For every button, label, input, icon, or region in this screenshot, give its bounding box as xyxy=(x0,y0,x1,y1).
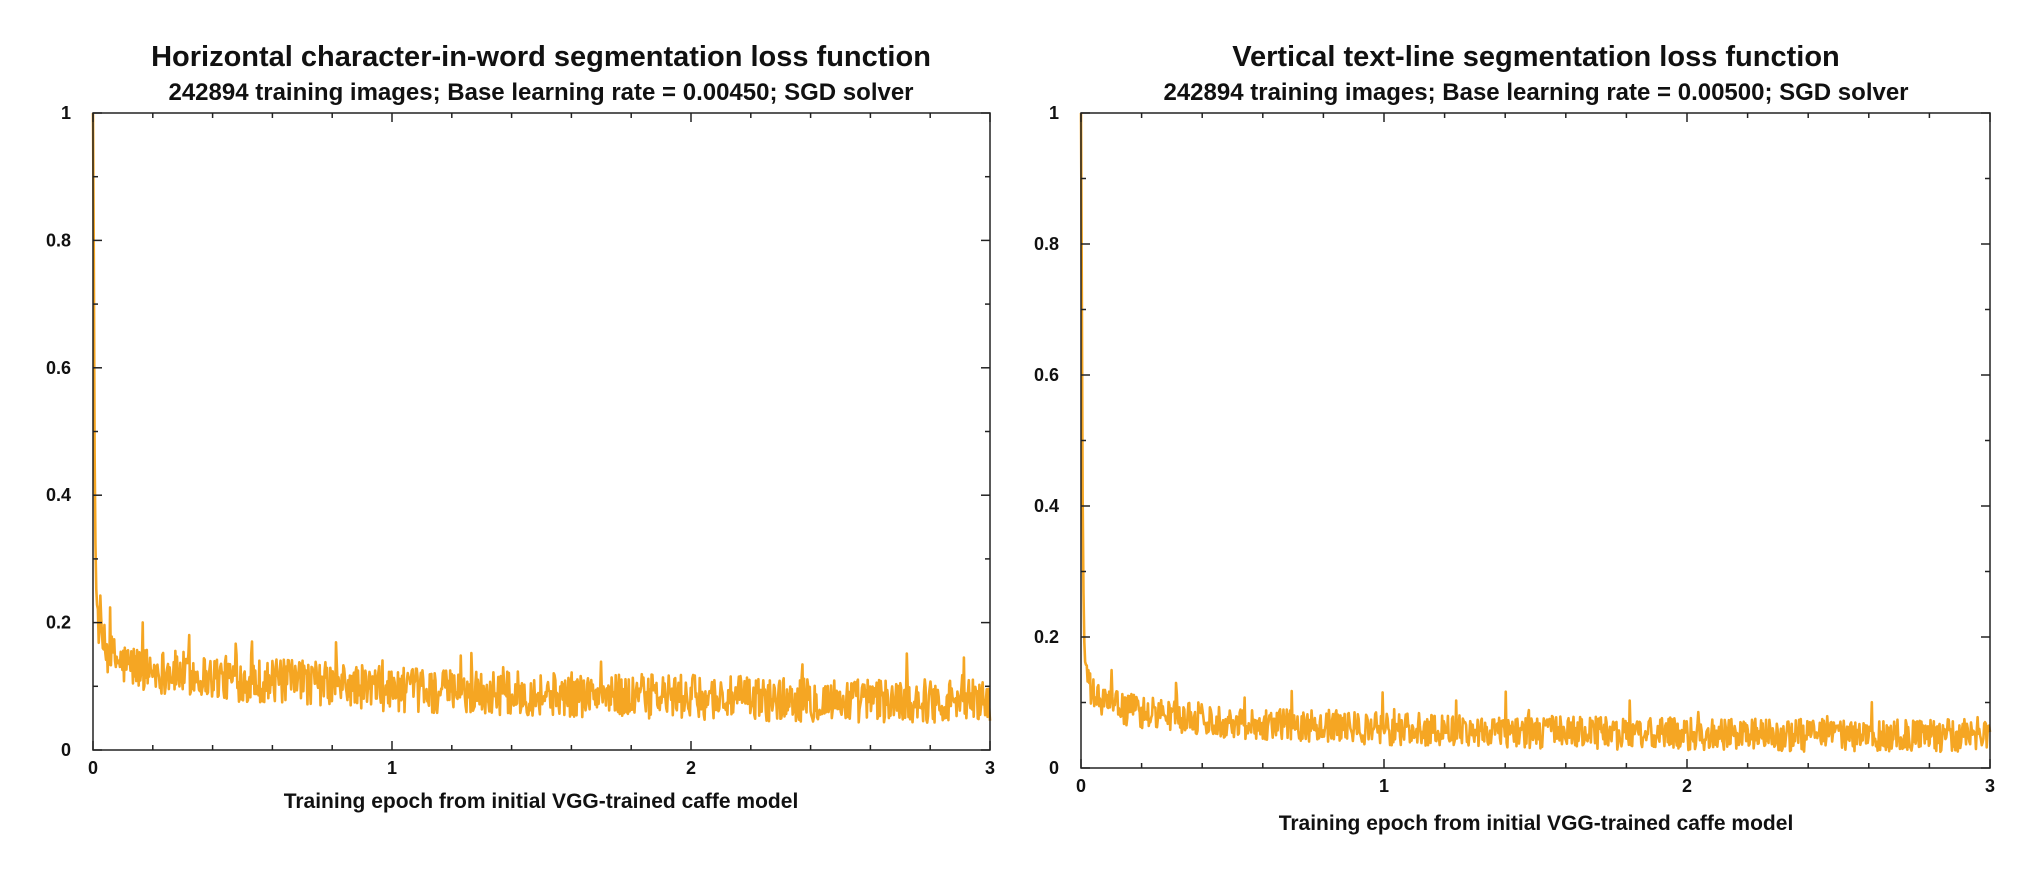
y-tick-label: 0.6 xyxy=(1034,365,1059,385)
y-tick-label: 0.6 xyxy=(46,358,71,378)
chart-title: Horizontal character-in-word segmentatio… xyxy=(151,41,931,73)
x-tick-label: 0 xyxy=(1076,776,1086,796)
chart-right: Vertical text-line segmentation loss fun… xyxy=(1034,41,1995,835)
plot-area: 0 0.2 0.4 0.6 0.8 1 0 1 2 3 xyxy=(1034,103,1995,796)
chart-subtitle: 242894 training images; Base learning ra… xyxy=(168,79,913,106)
chart-title: Vertical text-line segmentation loss fun… xyxy=(1232,41,1840,73)
x-tick-label: 1 xyxy=(387,758,397,778)
y-tick-label: 0.8 xyxy=(46,230,71,250)
x-tick-label: 2 xyxy=(1682,776,1692,796)
y-tick-label: 0.4 xyxy=(1034,496,1059,516)
series-line xyxy=(91,112,992,724)
y-tick-label: 0 xyxy=(1049,758,1059,778)
series-line xyxy=(1079,112,1992,754)
x-axis-label: Training epoch from initial VGG-trained … xyxy=(284,790,799,813)
y-tick-label: 0 xyxy=(61,740,71,760)
plot-area: 0 0.2 0.4 0.6 0.8 1 0 1 2 3 xyxy=(46,103,995,778)
y-tick-label: 1 xyxy=(61,103,71,123)
x-tick-label: 1 xyxy=(1379,776,1389,796)
x-tick-label: 2 xyxy=(686,758,696,778)
x-tick-label: 3 xyxy=(985,758,995,778)
chart-subtitle: 242894 training images; Base learning ra… xyxy=(1163,79,1908,106)
y-tick-label: 0.4 xyxy=(46,485,71,505)
x-tick-label: 0 xyxy=(88,758,98,778)
x-tick-label: 3 xyxy=(1985,776,1995,796)
y-tick-label: 1 xyxy=(1049,103,1059,123)
y-tick-label: 0.2 xyxy=(46,613,71,633)
y-tick-label: 0.8 xyxy=(1034,234,1059,254)
y-tick-label: 0.2 xyxy=(1034,627,1059,647)
chart-left: Horizontal character-in-word segmentatio… xyxy=(46,41,995,813)
x-axis-label: Training epoch from initial VGG-trained … xyxy=(1279,812,1794,835)
